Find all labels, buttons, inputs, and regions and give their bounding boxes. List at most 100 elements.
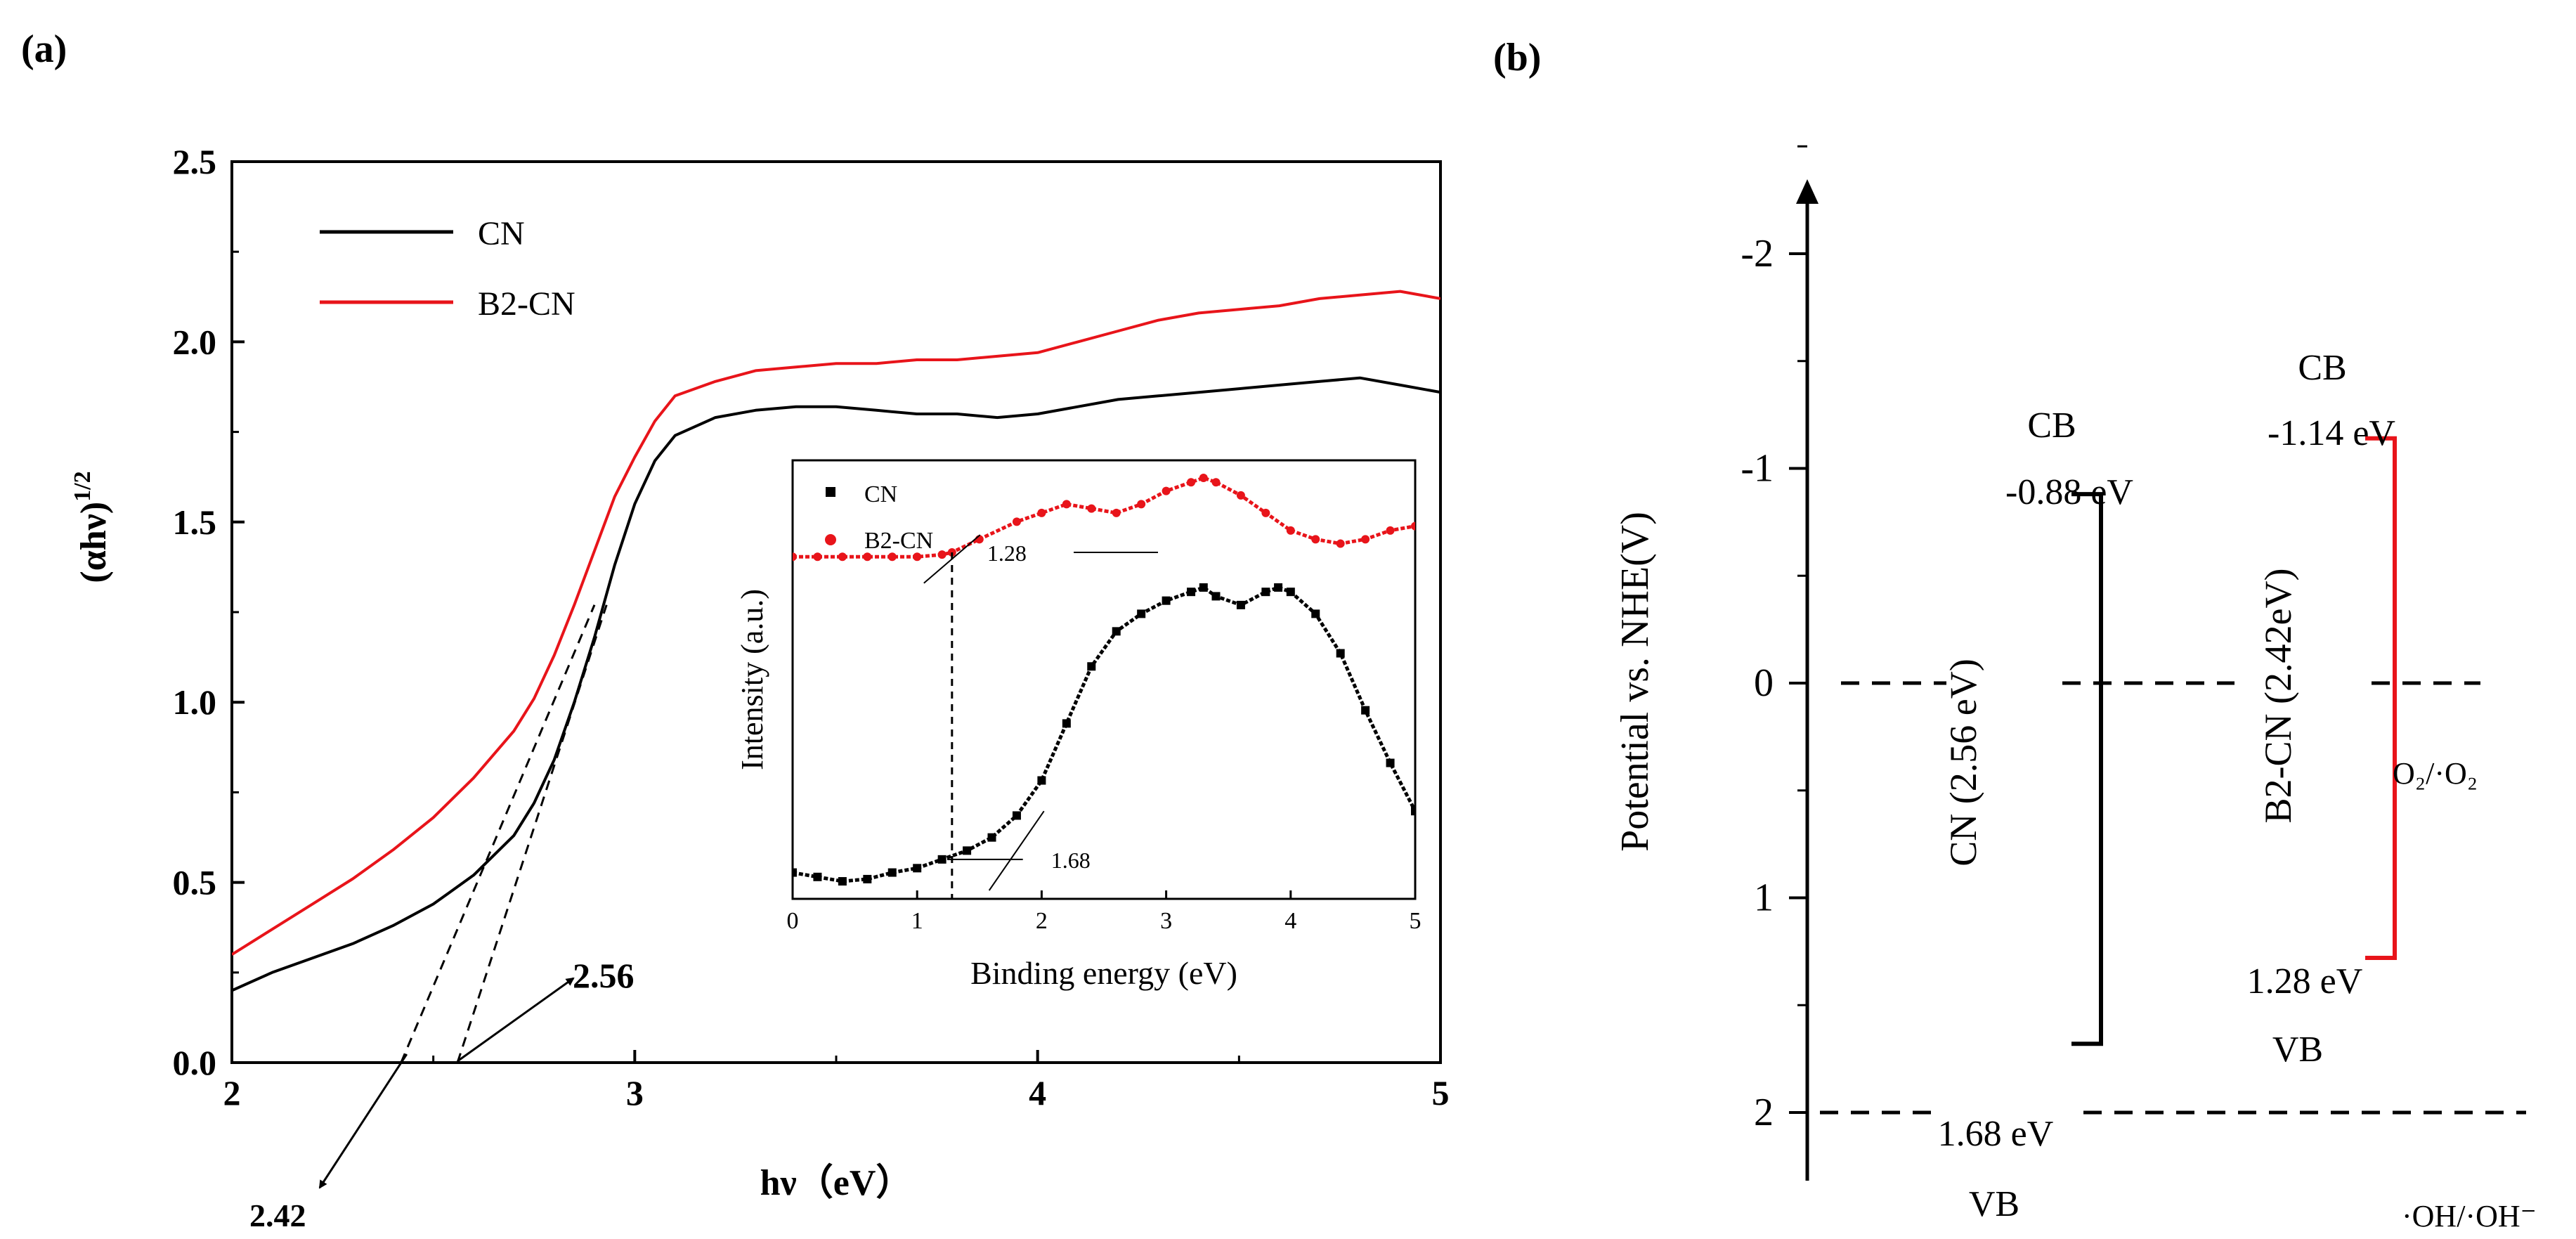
panel-b-tick-label: 1: [1754, 876, 1774, 920]
panel-b-label: (b): [1493, 36, 1541, 79]
inset-x-tick-label: 4: [1284, 908, 1296, 934]
inset-point-b2cn: [1386, 526, 1395, 535]
inset-legend-label-b2cn: B2-CN: [864, 528, 933, 554]
inset-point-cn: [1361, 706, 1370, 715]
inset-series: [793, 473, 1415, 886]
y-tick-label: 0.0: [173, 1043, 217, 1082]
inset-point-cn: [887, 868, 897, 877]
inset-point-b2cn: [1311, 535, 1320, 544]
tangent-label-2-56: 2.56: [573, 956, 635, 995]
inset-legend-marker-b2cn: [825, 534, 836, 545]
inset-point-cn: [1311, 609, 1320, 618]
b2cn-cb-value: -1.14 eV: [2268, 413, 2395, 453]
b2cn-band-label-group: B2-CN (2.42eV): [2257, 569, 2299, 824]
inset-y-axis-label: Intensity (a.u.): [735, 589, 769, 770]
inset-point-cn: [813, 872, 822, 881]
panel-b-axis-arrow: [1796, 179, 1819, 204]
y-tick-label: 0.5: [173, 863, 217, 902]
inset-point-b2cn: [937, 550, 947, 559]
inset-point-b2cn: [1336, 539, 1345, 548]
inset-point-b2cn: [1187, 478, 1196, 487]
band-bracket-cn: [2071, 492, 2103, 1046]
panel-b-tick-label: 0: [1754, 661, 1774, 705]
inset-y-axis-label-group: Intensity (a.u.): [735, 589, 769, 770]
panel-b-tick-label: -1: [1741, 447, 1774, 491]
inset-point-b2cn: [863, 552, 872, 562]
inset-point-b2cn: [1087, 504, 1096, 513]
panel-a-x-axis-label: hν（eV）: [760, 1162, 913, 1203]
inset-legend-label-cn: CN: [864, 481, 897, 507]
inset-tangent-1-68: [988, 810, 1045, 891]
inset-legend: CN B2-CN: [825, 481, 933, 554]
tangent-line-2-42: [400, 604, 596, 1063]
inset-x-tick-label: 3: [1160, 908, 1172, 934]
y-tick-label: 2.0: [173, 322, 217, 361]
panel-b-reference-levels: [1820, 681, 2526, 1115]
b2cn-cb-title: CB: [2298, 348, 2346, 388]
inset-point-cn: [1199, 583, 1208, 592]
inset-series-cn: [793, 585, 1415, 883]
inset-point-cn: [1137, 609, 1146, 618]
inset-point-cn: [1087, 662, 1096, 671]
x-tick-label: 4: [1029, 1073, 1046, 1112]
b2cn-vb-title: VB: [2272, 1030, 2323, 1070]
inset-point-b2cn: [1361, 535, 1370, 544]
inset-point-cn: [1037, 776, 1046, 785]
cn-cb-title: CB: [2027, 406, 2076, 446]
inset-point-cn: [1274, 583, 1283, 592]
inset-x-axis-label: Binding energy (eV): [970, 955, 1237, 991]
inset-point-cn: [1261, 588, 1270, 597]
ref-label-oh: ·OH/·OH⁻: [2402, 1199, 2537, 1233]
inset-point-b2cn: [1199, 473, 1208, 482]
inset-x-tick-label: 2: [1036, 908, 1048, 934]
inset-point-cn: [1062, 719, 1071, 728]
inset-point-cn: [863, 874, 872, 883]
cn-cb-value: -0.88 eV: [2005, 472, 2133, 512]
inset-legend-marker-cn: [826, 487, 835, 497]
panel-a-ticks: 2 3 4 5 0.0 0.5 1.0 1.5 2.0 2.5: [173, 142, 1450, 1112]
b2cn-band-label: B2-CN (2.42eV): [2257, 569, 2299, 824]
inset-point-b2cn: [1286, 526, 1295, 535]
panel-b-y-axis-label: Potential vs. NHE(V): [1613, 512, 1657, 852]
panel-a-y-axis-label-group: (αhν)1/2: [70, 471, 114, 583]
y-tick-label: 2.5: [173, 142, 217, 181]
inset-point-b2cn: [813, 552, 822, 562]
inset-point-b2cn: [838, 552, 847, 562]
b2cn-vb-value: 1.28 eV: [2247, 961, 2363, 1001]
inset-ticks: 0 1 2 3 4 5: [787, 890, 1422, 934]
inset-point-b2cn: [793, 552, 797, 562]
inset-series-b2cn: [793, 476, 1415, 559]
inset-point-cn: [1386, 758, 1395, 767]
inset-point-cn: [1411, 807, 1415, 816]
inset-point-b2cn: [887, 552, 897, 562]
x-tick-label: 2: [223, 1073, 241, 1112]
inset-point-b2cn: [1012, 517, 1021, 526]
inset-point-cn: [1336, 649, 1345, 658]
inset-annotations: 1.28 1.68: [923, 534, 1158, 899]
inset-tangent-1-28: [923, 534, 981, 584]
inset-point-b2cn: [1261, 508, 1270, 517]
inset-point-cn: [937, 855, 947, 864]
x-tick-label: 3: [626, 1073, 644, 1112]
inset-point-cn: [1012, 811, 1021, 820]
inset-point-b2cn: [913, 552, 922, 562]
panel-b-y-axis-label-group: Potential vs. NHE(V): [1613, 512, 1657, 852]
panel-b-bands: [2071, 436, 2397, 1046]
inset-point-cn: [1211, 592, 1221, 601]
cn-vb-value: 1.68 eV: [1938, 1114, 2054, 1154]
cn-band-label-group: CN (2.56 eV): [1942, 659, 1984, 866]
inset-point-cn: [793, 868, 797, 877]
panel-a-y-axis-label: (αhν)1/2: [70, 471, 114, 583]
panel-a-legend: CN B2-CN: [320, 215, 575, 323]
inset-point-b2cn: [1236, 491, 1245, 500]
inset-point-b2cn: [1162, 486, 1171, 495]
y-tick-label: 1.0: [173, 682, 217, 722]
inset-point-b2cn: [1137, 500, 1146, 509]
arrow-2-56: [457, 977, 575, 1063]
inset-point-cn: [987, 833, 996, 842]
inset-point-cn: [1187, 588, 1196, 597]
series-line-cn: [232, 376, 1440, 992]
inset-point-cn: [963, 846, 972, 855]
inset-point-cn: [1162, 596, 1171, 605]
series-line-b2cn: [232, 290, 1440, 956]
